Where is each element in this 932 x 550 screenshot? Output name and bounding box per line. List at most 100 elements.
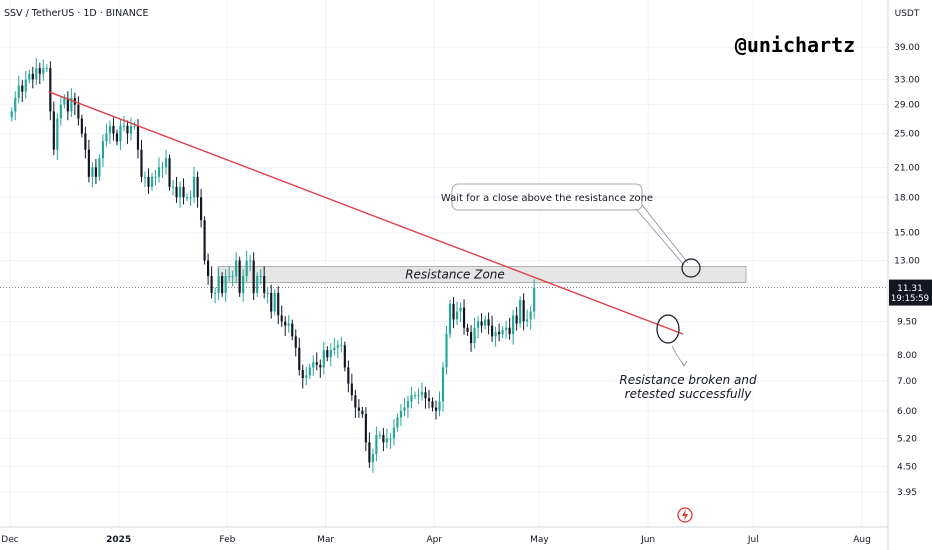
breakout-circle: [681, 258, 701, 278]
candle-body: [182, 186, 185, 198]
retest-circle: [656, 314, 680, 344]
candle-body: [277, 292, 280, 316]
candle-body: [487, 319, 490, 326]
candle-body: [417, 395, 420, 397]
candle-body: [10, 111, 13, 118]
candle-body: [508, 327, 511, 335]
candle-body: [319, 364, 322, 368]
candle-body: [143, 176, 147, 178]
candle-body: [378, 434, 381, 436]
candle-body: [214, 292, 217, 294]
candle-body: [259, 276, 262, 278]
candle-body: [122, 125, 126, 127]
candle-body: [298, 347, 301, 371]
candle-body: [403, 407, 406, 411]
candle-body: [389, 438, 392, 440]
candle-body: [157, 167, 161, 177]
candle-body: [147, 176, 150, 187]
candle-body: [140, 149, 143, 177]
candle-body: [505, 327, 508, 330]
candle-body: [63, 98, 66, 105]
candle-body: [270, 292, 273, 312]
candle-body: [112, 125, 115, 134]
candle-body: [150, 176, 154, 187]
candle-body: [31, 73, 34, 80]
date-tick-label: Aug: [853, 535, 871, 545]
candle-body: [399, 410, 403, 418]
candle-body: [178, 186, 182, 198]
bar-countdown: 19:15:59: [891, 294, 929, 304]
candle-body: [175, 186, 178, 198]
date-tick-label: Apr: [426, 535, 442, 545]
candle-body: [115, 133, 119, 142]
candle-body: [452, 303, 455, 320]
candle-body: [385, 438, 389, 443]
candle-body: [350, 383, 353, 396]
candle-body: [42, 68, 45, 74]
date-tick-label: Feb: [219, 535, 235, 545]
candle-body: [322, 350, 325, 368]
candle-body: [133, 125, 136, 127]
symbol-title[interactable]: SSV / TetherUS · 1D · BINANCE: [4, 8, 148, 19]
candle-body: [406, 401, 410, 408]
candle-body: [392, 427, 396, 439]
candle-body: [501, 329, 504, 335]
price-tick-label: 25.00: [894, 129, 920, 139]
candle-body: [410, 395, 413, 402]
currency-label: USDT: [895, 9, 920, 19]
candle-body: [364, 414, 367, 443]
event-icon[interactable]: [677, 507, 693, 523]
price-tick-label: 15.00: [894, 229, 920, 239]
candle-body: [287, 323, 290, 326]
candle-body: [361, 410, 364, 415]
current-price-tag: 11.31 19:15:59: [889, 279, 932, 306]
candle-body: [512, 315, 515, 335]
price-tick-label: 5.20: [897, 435, 917, 445]
candle-body: [462, 307, 466, 328]
watermark: @unichartz: [735, 33, 855, 57]
candle-body: [483, 319, 487, 326]
candle-body: [203, 220, 206, 261]
price-tick-label: 13.00: [894, 257, 920, 267]
price-axis[interactable]: 39.00 33.00 29.00 25.00 21.00 18.00 15.00 13.00…: [894, 43, 920, 498]
candle-body: [28, 73, 31, 80]
candle-body: [284, 321, 287, 326]
candle-body: [21, 85, 24, 92]
candle-body: [448, 303, 452, 335]
price-tick-label: 29.00: [894, 101, 920, 111]
date-tick-label: Mar: [317, 535, 334, 545]
candle-body: [301, 370, 304, 379]
date-tick-label: 2025: [106, 535, 131, 545]
candle-body: [231, 276, 234, 278]
candle-body: [312, 362, 315, 368]
candle-body: [533, 287, 536, 312]
candle-body: [396, 417, 399, 428]
date-tick-label: Jul: [747, 535, 759, 545]
date-tick-label: Jun: [640, 535, 655, 545]
candle-body: [56, 118, 59, 150]
note-line-2: retested successfully: [625, 387, 753, 401]
candle-body: [336, 345, 339, 348]
price-tick-label: 3.95: [897, 488, 917, 498]
candle-body: [168, 158, 171, 187]
time-axis[interactable]: Dec 2025 Feb Mar Apr May Jun Jul Aug: [1, 535, 871, 545]
resistance-zone: Resistance Zone: [217, 266, 747, 284]
callout-leader: [635, 208, 685, 266]
candle-body: [129, 125, 133, 134]
candle-body: [245, 260, 248, 277]
candle-body: [105, 133, 108, 142]
price-tick-label: 33.00: [894, 76, 920, 86]
candle-body: [420, 392, 424, 396]
candle-body: [217, 276, 220, 293]
candle-body: [382, 434, 385, 443]
candle-body: [371, 454, 374, 463]
candle-body: [427, 398, 431, 402]
candle-body: [45, 68, 48, 70]
candle-body: [52, 111, 55, 150]
candle-body: [228, 276, 231, 278]
candle-body: [529, 311, 532, 320]
price-tick-label: 21.00: [894, 163, 920, 173]
candle-body: [459, 307, 462, 312]
candle-body: [235, 260, 238, 277]
